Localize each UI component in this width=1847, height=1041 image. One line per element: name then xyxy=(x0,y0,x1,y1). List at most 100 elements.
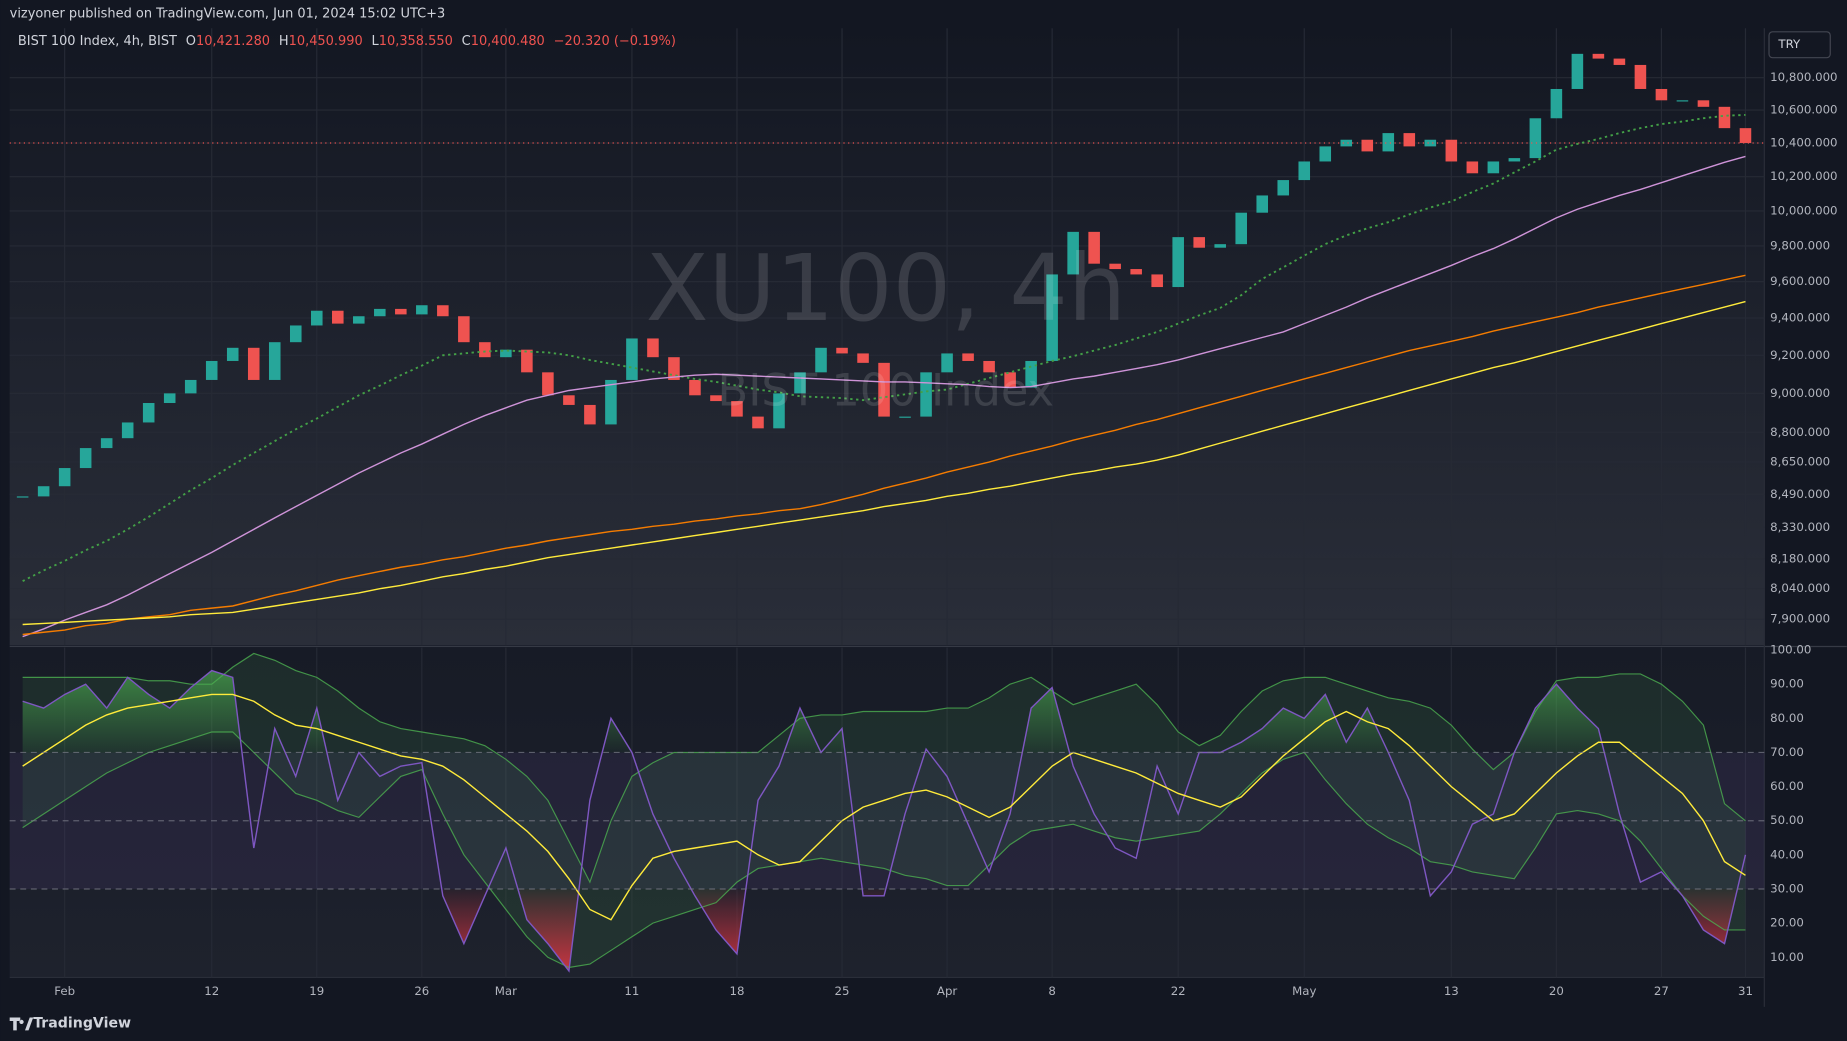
rsi-line xyxy=(22,693,1746,921)
candle xyxy=(1361,139,1374,152)
candle xyxy=(878,362,890,417)
candle xyxy=(1529,118,1542,159)
moving-average xyxy=(22,274,1746,636)
candle xyxy=(668,357,680,380)
y-tick-label: 9,600.000 xyxy=(1770,274,1830,288)
candle xyxy=(1214,244,1226,248)
y-tick-label: 80.00 xyxy=(1770,711,1804,725)
moving-average xyxy=(22,155,1746,638)
candle xyxy=(16,496,29,498)
neutral-zone xyxy=(9,752,1765,890)
candle xyxy=(731,401,743,417)
candle xyxy=(37,486,50,497)
watermark-subtitle: BIST 100 Index xyxy=(718,363,1055,416)
x-tick-label: 22 xyxy=(1171,984,1186,998)
y-tick-label: 9,400.000 xyxy=(1770,311,1830,325)
candle xyxy=(1487,161,1500,174)
x-tick-label: Apr xyxy=(937,984,958,998)
candle xyxy=(226,347,239,361)
plot-layer: 7,900.000 8,040.000 8,180.000 8,330.000 8,49… xyxy=(9,28,1838,998)
candle xyxy=(920,372,932,417)
candle xyxy=(458,316,470,343)
candle xyxy=(1151,274,1163,288)
candle xyxy=(584,404,596,425)
candle xyxy=(1739,128,1752,143)
currency-button[interactable] xyxy=(1768,31,1831,59)
candle xyxy=(1592,53,1605,59)
candle xyxy=(1340,139,1353,147)
y-tick-label: 10,400.000 xyxy=(1770,136,1837,150)
change: −20.320 (−0.19%) xyxy=(554,34,676,49)
candle xyxy=(626,338,638,380)
candle xyxy=(1256,195,1269,213)
ohlc-value: 10,358.550 xyxy=(379,34,453,49)
candle xyxy=(962,353,974,361)
candle xyxy=(1088,231,1100,264)
brand-logo xyxy=(9,1017,34,1031)
candle xyxy=(1172,237,1184,288)
candle xyxy=(542,372,554,396)
candle xyxy=(1004,372,1016,388)
candle xyxy=(605,379,617,425)
candle xyxy=(142,403,155,423)
band-line xyxy=(22,731,1746,969)
candle xyxy=(416,305,428,315)
x-tick-label: 31 xyxy=(1738,984,1753,998)
y-tick-label: 70.00 xyxy=(1770,745,1804,759)
y-tick-label: 10,200.000 xyxy=(1770,169,1837,183)
candle xyxy=(1130,269,1142,275)
candle xyxy=(1277,180,1290,196)
candle xyxy=(184,379,197,394)
candle xyxy=(1676,100,1689,102)
candle xyxy=(500,349,512,358)
rsi-line xyxy=(22,669,1747,973)
candle xyxy=(289,325,302,343)
candle xyxy=(1193,237,1205,248)
moving-average xyxy=(22,300,1746,626)
candle xyxy=(1571,53,1584,89)
candle xyxy=(563,395,575,405)
candle xyxy=(647,338,659,358)
candle xyxy=(58,468,71,487)
candle xyxy=(689,379,701,396)
candle xyxy=(1508,158,1521,162)
oversold-fill xyxy=(22,889,1746,971)
candle xyxy=(1382,133,1395,152)
x-tick-label: Feb xyxy=(54,984,75,998)
publisher-line: vizyoner published on TradingView.com, J… xyxy=(10,7,446,22)
ohlc-key: O xyxy=(186,34,196,49)
candle xyxy=(1634,64,1647,89)
candle xyxy=(353,316,365,324)
candle xyxy=(437,305,449,317)
candle xyxy=(983,360,995,373)
y-tick-label: 7,900.000 xyxy=(1770,612,1830,626)
candle xyxy=(1025,360,1037,388)
band-line xyxy=(22,652,1746,884)
candle xyxy=(1550,88,1563,119)
y-tick-label: 8,650.000 xyxy=(1770,455,1830,469)
x-tick-label: 8 xyxy=(1048,984,1056,998)
x-tick-label: Mar xyxy=(495,984,517,998)
candle xyxy=(1403,133,1416,147)
y-tick-label: 40.00 xyxy=(1770,847,1804,861)
overbought-fill xyxy=(22,670,1605,753)
candle xyxy=(521,349,533,373)
ohlc-key: C xyxy=(462,34,471,49)
candle xyxy=(1067,231,1079,275)
candle xyxy=(1466,161,1479,174)
candle xyxy=(205,360,218,380)
y-tick-label: 10,000.000 xyxy=(1770,203,1837,217)
legend: BIST 100 Index, 4h, BIST O10,421.280 H10… xyxy=(18,34,676,49)
candle xyxy=(268,342,281,380)
candle xyxy=(899,416,911,418)
candle xyxy=(794,372,806,394)
y-tick-label: 8,040.000 xyxy=(1770,581,1830,595)
candle xyxy=(1109,263,1121,270)
y-tick-label: 60.00 xyxy=(1770,779,1804,793)
candle xyxy=(941,353,953,373)
currency-label: TRY xyxy=(1777,37,1801,51)
y-tick-label: 8,800.000 xyxy=(1770,425,1830,439)
candle xyxy=(374,308,386,317)
